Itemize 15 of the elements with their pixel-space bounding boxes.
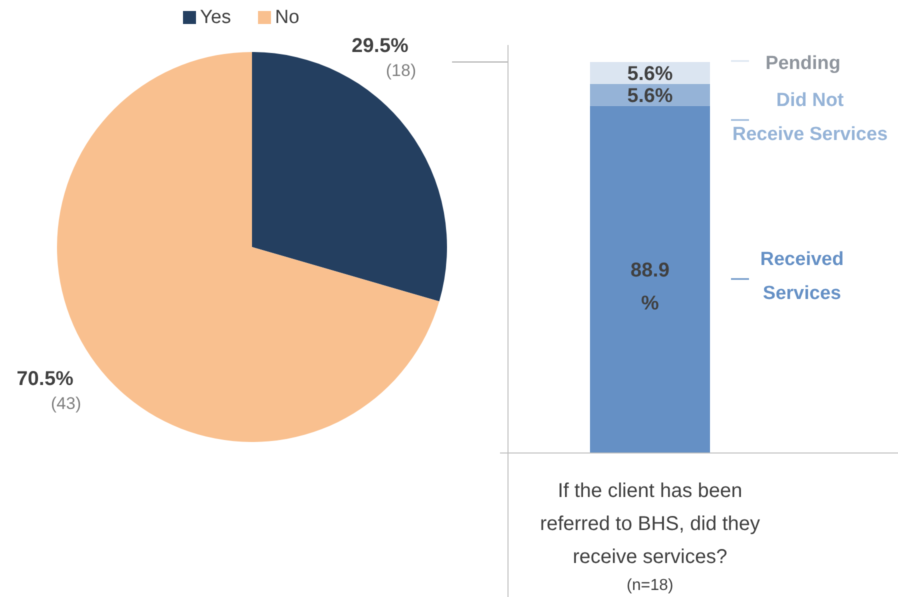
data-label: 88.9% xyxy=(630,259,670,314)
text: (n=18) xyxy=(626,577,674,594)
legend-label: No xyxy=(275,7,300,28)
data-label: 29.5% xyxy=(352,35,409,57)
data-label: 5.6% xyxy=(627,62,674,85)
data-label: 70.5% xyxy=(16,368,74,390)
pie-slice xyxy=(252,52,447,302)
legend-label: Received Services xyxy=(760,249,844,304)
series-label: Did Not Receive Services xyxy=(732,90,888,145)
text: (18) xyxy=(386,61,416,80)
data-label: 5.6% xyxy=(627,84,674,107)
text: (43) xyxy=(50,394,82,413)
legend-label: Pending xyxy=(766,53,840,74)
x-axis-title: If the client has been referred to BHS, did they receive services? xyxy=(540,480,760,568)
legend-label: Yes xyxy=(200,7,231,28)
